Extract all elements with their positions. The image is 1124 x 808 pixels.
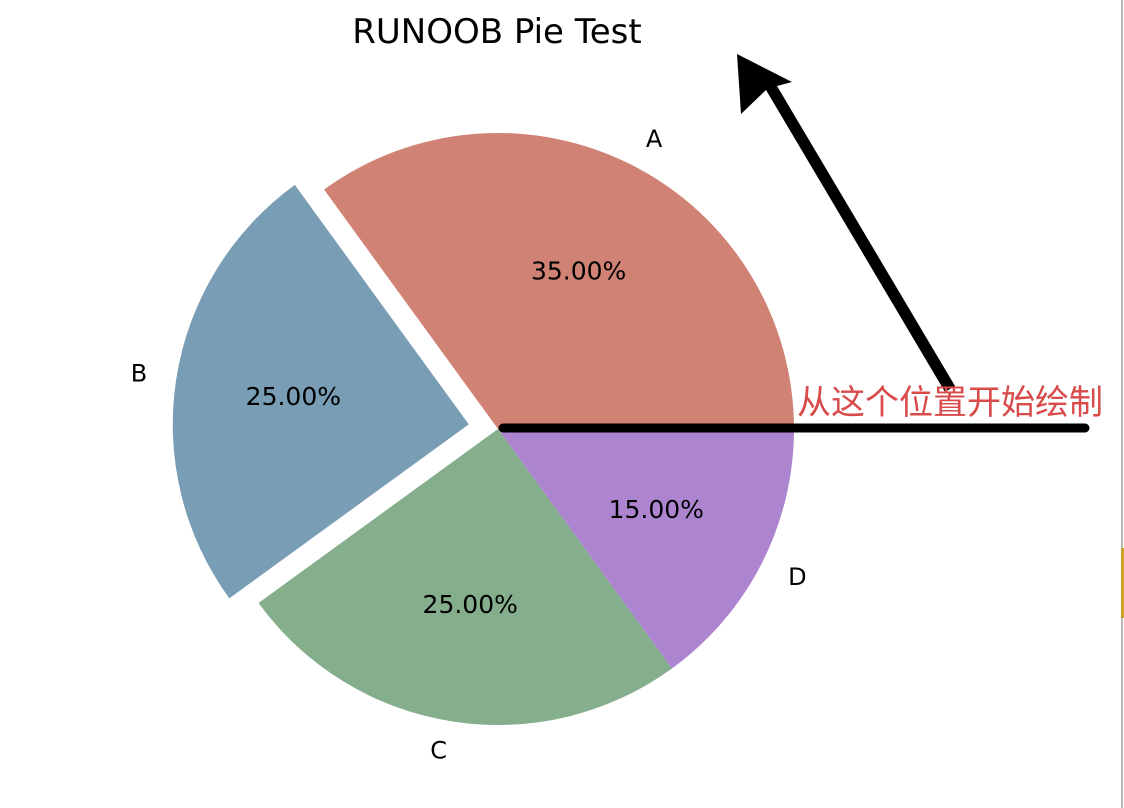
category-label-c: C bbox=[430, 737, 447, 765]
percent-label-d: 15.00% bbox=[609, 495, 704, 524]
start-annotation: 从这个位置开始绘制 bbox=[498, 54, 1103, 433]
percent-label-c: 25.00% bbox=[423, 590, 518, 619]
pie-slice-c bbox=[258, 429, 672, 725]
pie-slice-d bbox=[498, 429, 794, 669]
annotation-arrow bbox=[737, 54, 955, 392]
category-label-b: B bbox=[131, 359, 147, 387]
category-label-a: A bbox=[646, 125, 663, 153]
pie-slices bbox=[172, 133, 794, 725]
percent-label-b: 25.00% bbox=[246, 382, 341, 411]
percent-labels: 35.00% 25.00% 25.00% 15.00% bbox=[246, 256, 704, 619]
pie-slice-b bbox=[172, 184, 469, 599]
annotation-text: 从这个位置开始绘制 bbox=[797, 383, 1103, 423]
right-edge-accent bbox=[1121, 548, 1124, 618]
category-label-d: D bbox=[788, 563, 806, 591]
right-edge-divider bbox=[1121, 0, 1123, 808]
percent-label-a: 35.00% bbox=[531, 256, 626, 285]
chart-title: RUNOOB Pie Test bbox=[352, 12, 641, 52]
pie-slice-a bbox=[324, 133, 794, 430]
category-labels: A B C D bbox=[131, 125, 807, 765]
